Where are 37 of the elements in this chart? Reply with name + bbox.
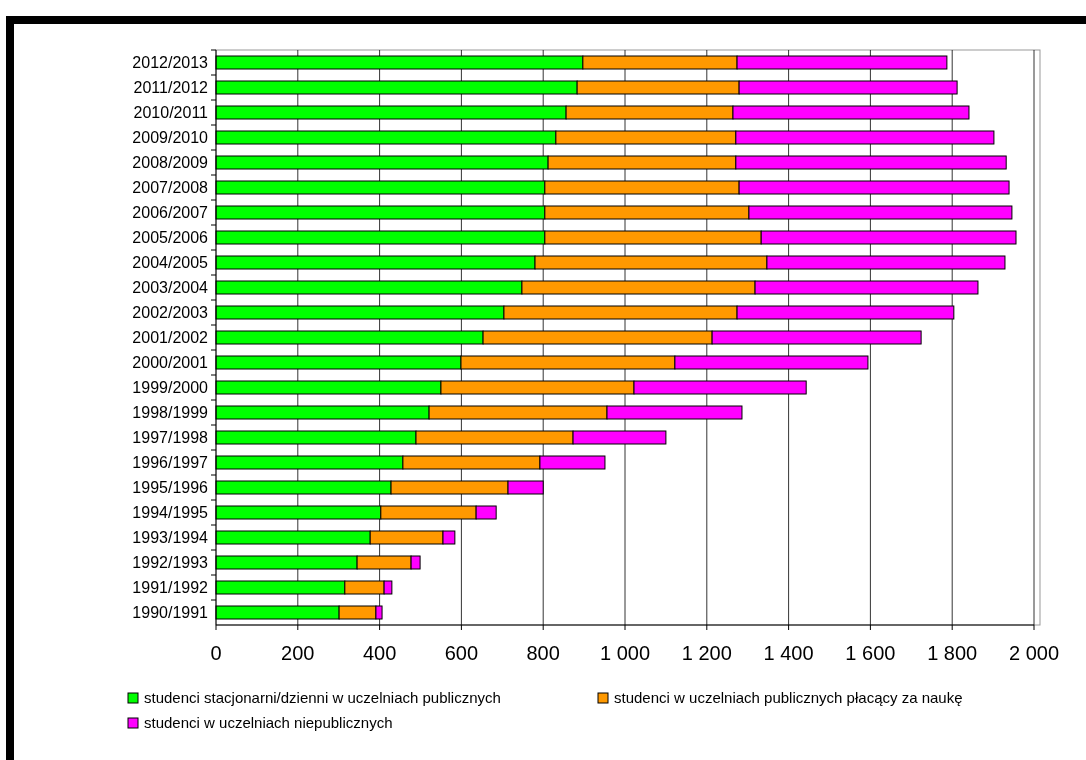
x-tick-label: 1 000 [599,642,651,664]
y-tick-label: 2002/2003 [132,304,209,322]
x-tick-label: 1 400 [763,642,814,664]
y-tick-label: 1998/1999 [132,404,209,422]
y-tick-label: 1997/1998 [132,429,209,447]
legend-label: studenci w uczelniach niepublicznych [144,714,393,732]
legend-label: studenci stacjonarni/dzienni w uczelniach publicznych [144,689,501,707]
x-tick-label: 400 [362,642,397,664]
x-tick-label: 2 000 [1008,642,1060,664]
y-tick-label: 2008/2009 [132,154,209,172]
y-tick-label: 2005/2006 [132,229,209,247]
y-tick-label: 2010/2011 [133,104,209,122]
y-tick-label: 2000/2001 [132,354,209,372]
y-tick-label: 1995/1996 [132,479,209,497]
y-tick-label: 2012/2013 [132,54,209,72]
x-tick-label: 600 [444,642,479,664]
y-tick-label: 2003/2004 [132,279,209,297]
y-tick-label: 2004/2005 [132,254,209,272]
y-tick-label: 1991/1992 [132,579,209,597]
y-tick-label: 1999/2000 [132,379,209,397]
legend-label: studenci w uczelniach publicznych płacący za naukę [614,689,963,707]
y-tick-label: 1994/1995 [132,504,209,522]
y-tick-label: 1993/1994 [132,529,209,547]
y-tick-label: 2009/2010 [132,129,209,147]
x-tick-label: 1 800 [927,642,978,664]
y-tick-label: 2011/2012 [133,79,209,97]
x-tick-label: 1 600 [845,642,896,664]
y-tick-label: 2006/2007 [132,204,209,222]
y-tick-label: 1996/1997 [132,454,209,472]
x-tick-label: 800 [526,642,560,664]
y-tick-label: 2001/2002 [132,329,209,347]
x-tick-label: 0 [210,642,222,664]
y-tick-label: 1990/1991 [132,604,209,622]
y-tick-label: 1992/1993 [132,554,209,572]
y-tick-label: 2007/2008 [132,179,209,197]
x-tick-label: 1 200 [681,642,732,664]
x-tick-label: 200 [281,642,315,664]
